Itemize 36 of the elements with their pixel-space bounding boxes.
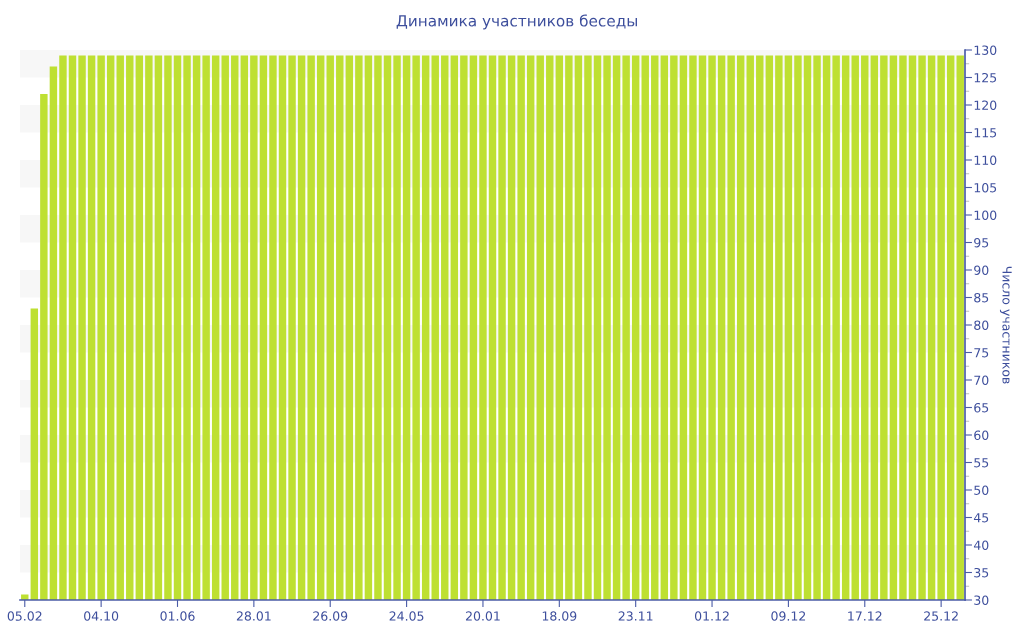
x-tick-label: 24.05 — [389, 611, 424, 621]
y-tick-label: 95 — [974, 237, 989, 248]
y-tick-label: 45 — [973, 513, 989, 523]
y-tick-label: 125 — [974, 72, 997, 83]
y-tick-label: 80 — [974, 320, 989, 330]
x-tick-label: 26.09 — [313, 611, 348, 621]
y-tick-label: 60 — [974, 430, 989, 440]
x-tick-label: 28.01 — [236, 611, 271, 621]
y-tick-label: 130 — [974, 45, 997, 55]
x-tick-label: 01.06 — [160, 611, 195, 621]
y-tick-label: 50 — [974, 485, 989, 495]
x-tick-label: 17.12 — [848, 611, 882, 621]
y-tick-label: 55 — [974, 458, 989, 468]
y-tick-label: 75 — [974, 348, 989, 358]
y-tick-label: 100 — [974, 210, 997, 220]
x-tick-label: 04.10 — [84, 611, 119, 621]
chart-title: Динамика участников беседы — [396, 14, 637, 30]
x-tick-label: 09.12 — [771, 611, 806, 621]
x-tick-label: 01.12 — [694, 611, 729, 621]
y-tick-label: 70 — [974, 375, 989, 385]
y-tick-label: 35 — [974, 567, 989, 578]
y-tick-label: 85 — [974, 292, 989, 303]
x-tick-label: 23.11 — [618, 611, 653, 621]
y-tick-label: 65 — [974, 402, 989, 413]
y-tick-label: 120 — [974, 100, 997, 110]
x-tick-label: 25.12 — [924, 611, 958, 621]
y-tick-label: 110 — [974, 155, 997, 165]
y-tick-label: 90 — [974, 265, 989, 275]
x-tick-label: 05.02 — [7, 611, 42, 621]
y-tick-label: 115 — [974, 128, 997, 138]
y-tick-label: 40 — [973, 540, 989, 550]
x-tick-label: 20.01 — [465, 611, 500, 621]
y-tick-label: 30 — [974, 595, 989, 605]
y-tick-label: 105 — [974, 182, 997, 193]
x-tick-label: 18.09 — [542, 611, 577, 621]
y-axis-title: Число участников — [999, 266, 1012, 384]
